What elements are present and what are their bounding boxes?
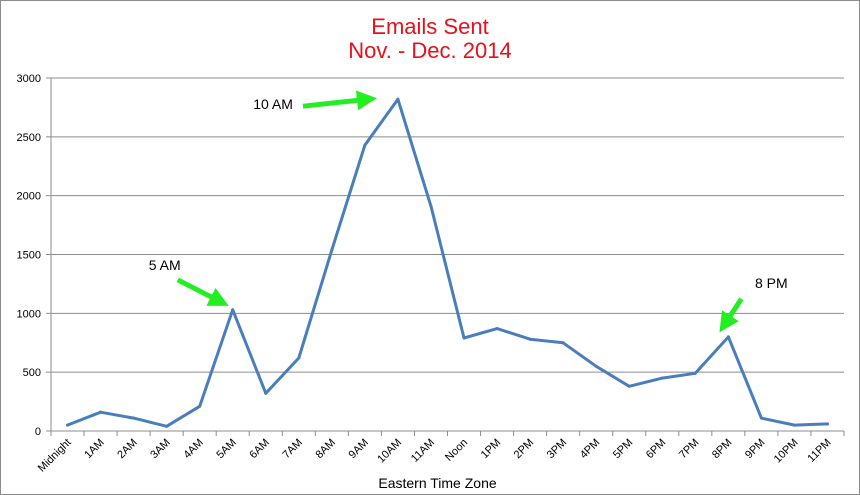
data-point (363, 143, 367, 147)
annotation-arrow (302, 90, 377, 111)
x-tick-label: 1AM (82, 437, 106, 461)
y-tick-label: 1000 (17, 308, 41, 320)
x-tick-label: 5PM (611, 437, 635, 461)
data-point (561, 341, 565, 345)
data-point (132, 416, 136, 420)
x-tick-label: 7PM (677, 437, 701, 461)
chart-subtitle: Nov. - Dec. 2014 (348, 38, 512, 63)
x-tick-label: 3PM (545, 437, 569, 461)
data-point (429, 204, 433, 208)
annotation-label: 8 PM (755, 275, 788, 291)
data-point (462, 336, 466, 340)
annotation-label: 5 AM (149, 257, 181, 273)
y-tick-label: 2500 (17, 132, 41, 144)
data-point (165, 424, 169, 428)
series-line (66, 97, 829, 428)
x-tick-label: 2PM (512, 437, 536, 461)
x-tick-label: 10AM (375, 437, 404, 466)
data-point (264, 391, 268, 395)
data-point (231, 308, 235, 312)
annotation-arrow (176, 277, 229, 306)
x-tick-label: 6AM (247, 437, 271, 461)
data-point (99, 410, 103, 414)
annotation-label: 10 AM (253, 96, 293, 112)
x-tick-label: 9AM (347, 437, 371, 461)
x-tick-label: 3AM (148, 437, 172, 461)
data-point (594, 364, 598, 368)
data-point (198, 404, 202, 408)
x-tick-label: 11AM (409, 437, 437, 465)
x-tick-label: 7AM (280, 437, 304, 461)
x-tick-label: 6PM (644, 437, 668, 461)
data-point (528, 337, 532, 341)
data-point (792, 423, 796, 427)
x-tick-label: 4AM (181, 437, 205, 461)
y-tick-label: 3000 (17, 73, 41, 85)
x-tick-label: 1PM (479, 437, 503, 461)
data-point (66, 423, 70, 427)
data-point (759, 416, 763, 420)
data-point (330, 248, 334, 252)
data-point (627, 384, 631, 388)
x-tick-label: Noon (443, 437, 470, 464)
chart-title: Emails Sent (371, 14, 489, 39)
data-point (297, 356, 301, 360)
x-tick-label: 9PM (743, 437, 767, 461)
data-point (726, 335, 730, 339)
x-tick-label: 10PM (772, 437, 801, 466)
y-tick-label: 1500 (17, 250, 41, 262)
y-tick-label: 2000 (17, 191, 41, 203)
x-tick-label: 11PM (805, 437, 833, 465)
x-tick-label: 2AM (115, 437, 139, 461)
x-tick-label: Midnight (36, 437, 74, 475)
data-point (693, 371, 697, 375)
x-tick-label: 5AM (214, 437, 238, 461)
x-tick-label: 8PM (710, 437, 734, 461)
data-point (825, 422, 829, 426)
y-tick-label: 0 (35, 426, 41, 438)
data-point (660, 376, 664, 380)
x-tick-label: 8AM (313, 437, 337, 461)
data-point (396, 97, 400, 101)
x-axis-title: Eastern Time Zone (378, 475, 496, 491)
data-point (495, 327, 499, 331)
y-tick-label: 500 (23, 367, 41, 379)
x-tick-label: 4PM (578, 437, 602, 461)
annotation-arrow (719, 297, 744, 333)
